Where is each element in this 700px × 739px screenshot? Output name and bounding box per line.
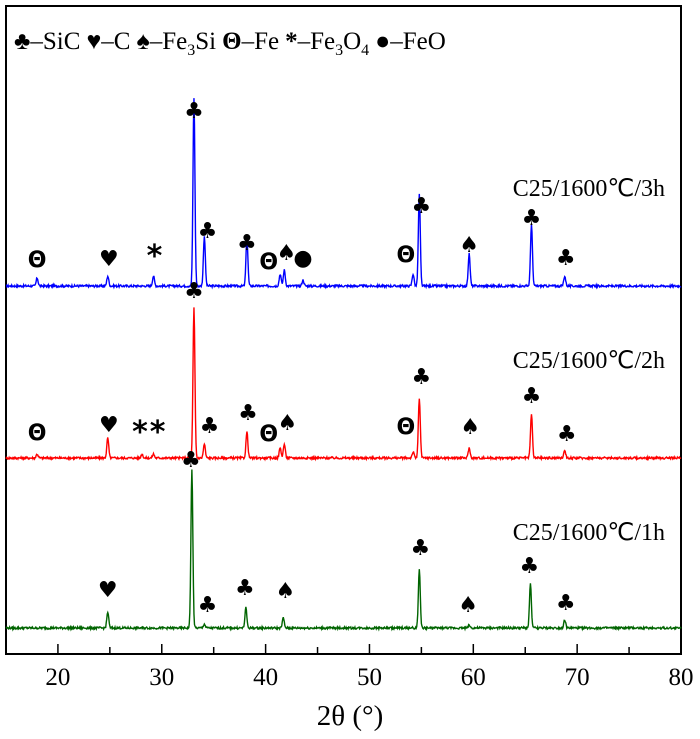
peak-marker: ♠	[460, 415, 480, 440]
x-tick-label: 40	[253, 664, 278, 691]
legend-entry: ♣–SiC	[14, 28, 81, 55]
peak-marker: ♠	[275, 579, 295, 604]
plot-frame	[5, 5, 682, 655]
legend-entry: Θ–Fe	[222, 28, 280, 55]
peak-marker: ♥	[98, 578, 118, 603]
peak-marker: ●	[293, 246, 312, 271]
x-tick-label: 80	[669, 664, 694, 691]
peak-marker: ♥	[99, 413, 119, 438]
peak-marker: *	[147, 239, 163, 274]
series-label: C25/1600℃/3h	[513, 176, 665, 202]
peak-marker: Θ	[259, 250, 278, 275]
peak-marker: ♣	[556, 246, 576, 271]
legend-entry: ♥–C	[86, 28, 131, 55]
legend-entry: ●–FeO	[375, 28, 446, 55]
peak-marker: ♠	[278, 411, 298, 436]
peak-marker: ♣	[198, 593, 218, 618]
x-tick-label: 70	[565, 664, 590, 691]
peak-marker: ♣	[184, 99, 204, 124]
x-tick-label: 50	[357, 664, 382, 691]
x-tick-label: 60	[461, 664, 486, 691]
peak-marker: Θ	[396, 243, 415, 268]
legend-entry: *–Fe3O4	[285, 28, 370, 59]
x-axis-label: 2θ (°)	[317, 700, 384, 732]
peak-marker: ♣	[181, 448, 201, 473]
peak-marker: *	[150, 415, 166, 450]
series-line-1	[5, 98, 682, 290]
series-line-3	[5, 469, 682, 632]
peak-marker: ♣	[184, 279, 204, 304]
peak-marker: ♣	[235, 576, 255, 601]
legend: ♣–SiC ♥–C ♠–Fe3Si Θ–Fe *–Fe3O4 ●–FeO	[14, 28, 452, 60]
peak-marker: Θ	[396, 415, 415, 440]
series-label: C25/1600℃/2h	[513, 348, 665, 374]
peak-marker: ♣	[520, 554, 540, 579]
peak-marker: ♣	[200, 414, 220, 439]
peak-marker: ♣	[198, 219, 218, 244]
peak-marker: ♣	[412, 194, 432, 219]
peak-marker: ♣	[238, 401, 258, 426]
peak-marker: ♣	[237, 231, 257, 256]
series-label: C25/1600℃/1h	[513, 520, 665, 546]
peak-marker: ♠	[459, 233, 479, 258]
x-tick-label: 20	[45, 664, 70, 691]
peak-marker: Θ	[259, 422, 278, 447]
peak-marker: ♣	[556, 591, 576, 616]
peak-marker: Θ	[28, 421, 47, 446]
peak-marker: ♣	[522, 206, 542, 231]
x-tick-label: 30	[149, 664, 174, 691]
legend-entry: ♠–Fe3Si	[136, 28, 217, 59]
peak-marker: ♠	[458, 593, 478, 618]
peak-marker: ♣	[522, 384, 542, 409]
peak-marker: ♣	[557, 422, 577, 447]
series-line-2	[5, 307, 682, 462]
peak-marker: *	[132, 415, 148, 450]
peak-marker: ♣	[410, 536, 430, 561]
peak-marker: ♣	[412, 365, 432, 390]
peak-marker: Θ	[28, 248, 47, 273]
peak-marker: ♥	[99, 247, 119, 272]
peak-marker: ♠	[277, 241, 297, 266]
